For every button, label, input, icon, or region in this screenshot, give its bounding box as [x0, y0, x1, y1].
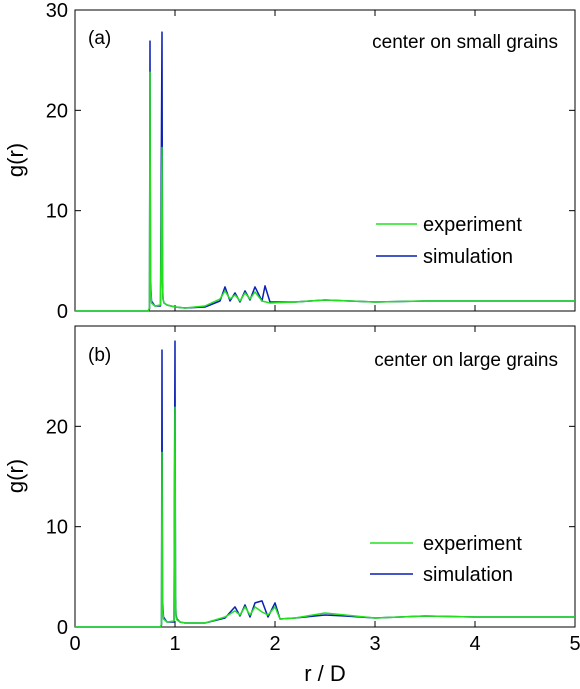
x-tick-label: 4 — [469, 633, 480, 655]
series-line-simulation — [75, 340, 575, 628]
y-axis-label: g(r) — [3, 459, 28, 493]
y-tick-label: 20 — [46, 416, 68, 438]
x-axis-label: r / D — [304, 661, 346, 686]
panel-label: (a) — [88, 28, 111, 49]
legend: experiment simulation — [370, 533, 522, 586]
x-tick-label: 2 — [269, 633, 280, 655]
panel-label: (b) — [88, 345, 111, 366]
series-line-experiment — [75, 71, 575, 312]
legend-label-experiment: experiment — [423, 214, 522, 236]
y-tick-label: 0 — [57, 617, 68, 639]
tick-marks: 0 10 20 30 — [46, 0, 576, 323]
series-layer — [75, 31, 575, 312]
plot-frame — [74, 9, 576, 312]
legend-label-experiment: experiment — [423, 533, 522, 555]
y-tick-label: 10 — [46, 201, 68, 223]
tick-marks: 0 1 2 3 4 5 0 10 20 — [46, 326, 580, 655]
panel-annotation: center on small grains — [372, 32, 558, 53]
y-tick-label: 0 — [57, 301, 68, 323]
plot-frame — [74, 325, 576, 628]
y-tick-label: 30 — [46, 0, 68, 22]
series-line-experiment — [75, 406, 575, 628]
x-tick-label: 5 — [569, 633, 580, 655]
panel-annotation: center on large grains — [374, 350, 558, 371]
x-tick-label: 0 — [69, 633, 80, 655]
x-tick-label: 3 — [369, 633, 380, 655]
legend-label-simulation: simulation — [423, 246, 513, 268]
y-axis-label: g(r) — [3, 143, 28, 177]
y-tick-label: 20 — [46, 100, 68, 122]
legend-label-simulation: simulation — [423, 564, 513, 586]
y-tick-label: 10 — [46, 517, 68, 539]
legend: experiment simulation — [376, 214, 522, 268]
x-tick-label: 1 — [169, 633, 180, 655]
series-layer — [75, 340, 575, 628]
panel-b: 0 1 2 3 4 5 0 10 20 (b) center on large grains g… — [3, 325, 580, 686]
